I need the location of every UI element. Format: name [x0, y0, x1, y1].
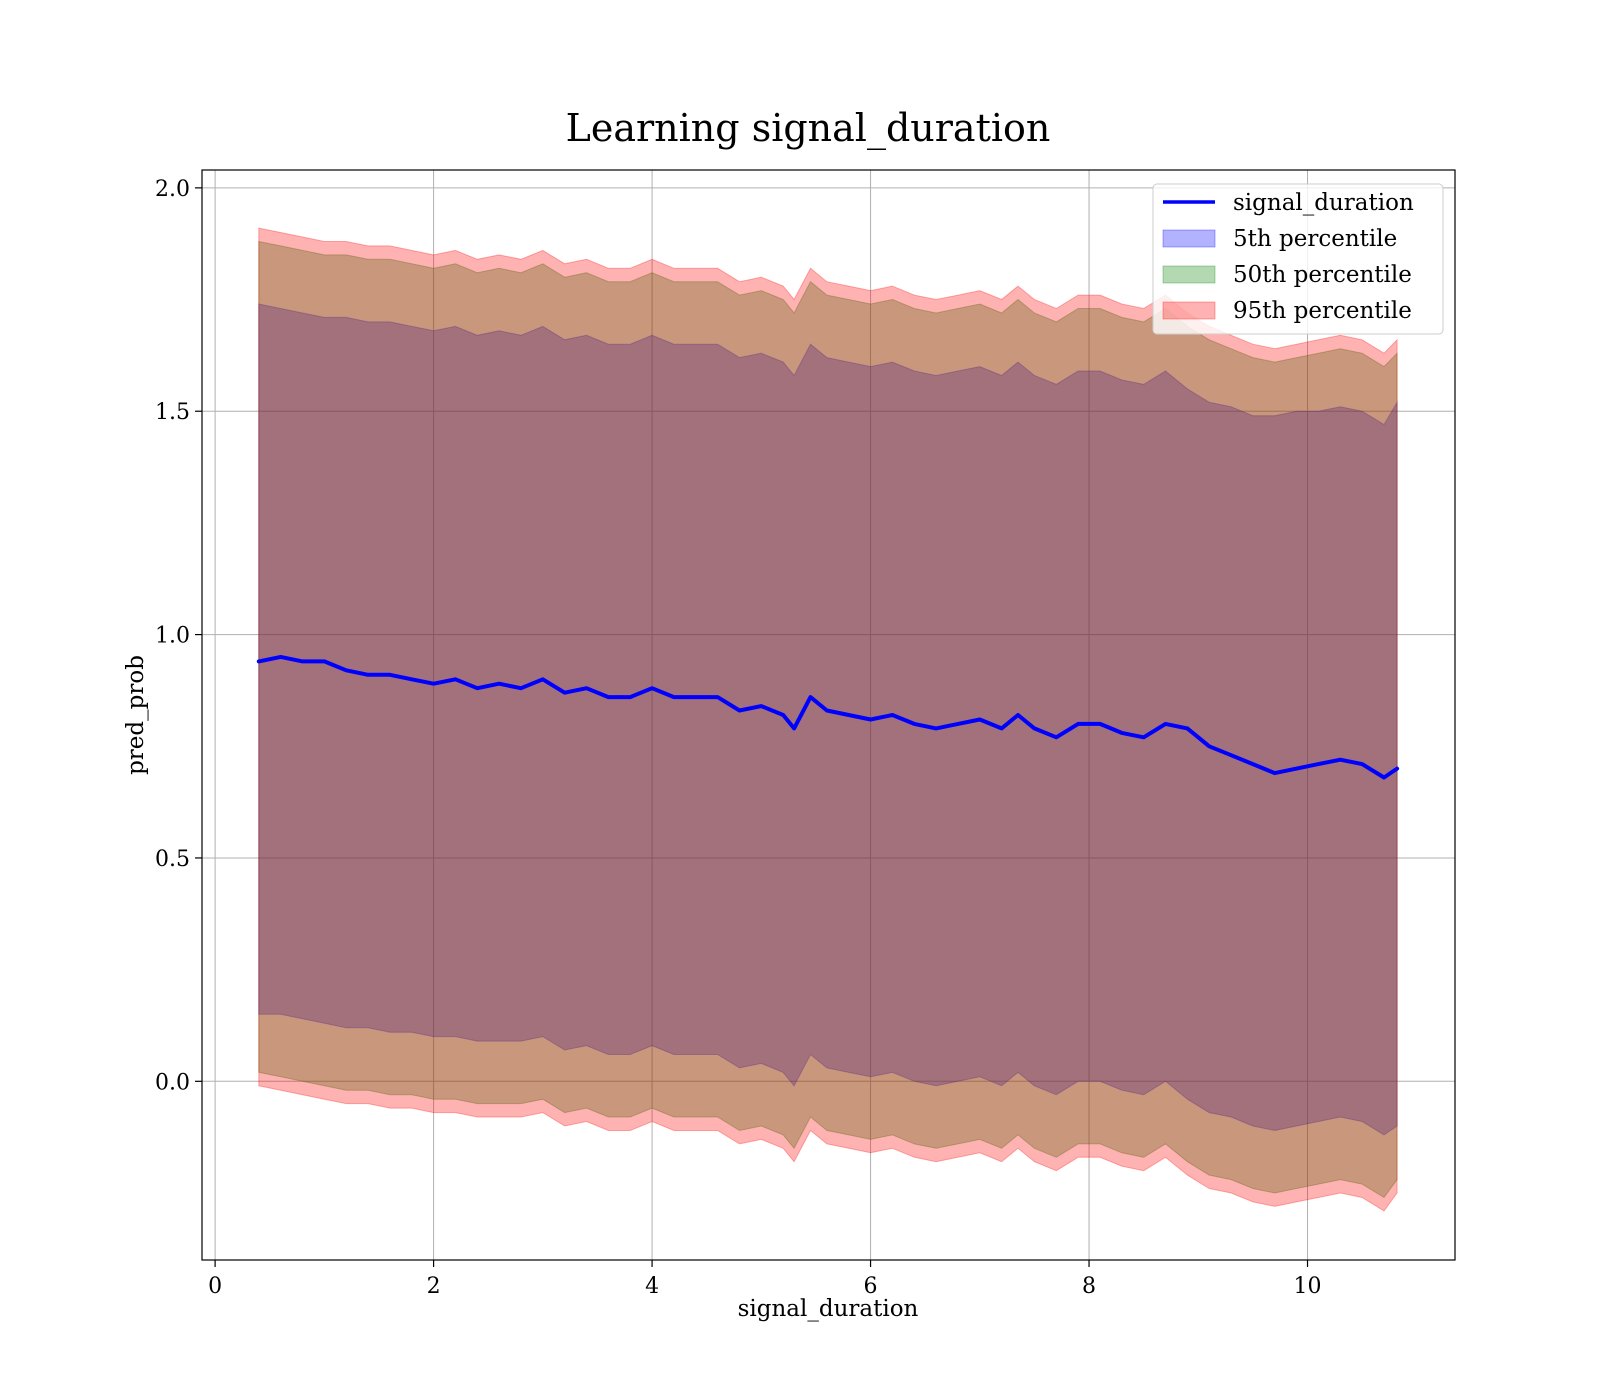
x-tick-label: 8	[1082, 1274, 1096, 1299]
line-signal-duration	[256, 654, 1400, 780]
y-tick-label: 1.5	[155, 400, 190, 425]
legend-box	[1152, 183, 1444, 335]
chart-title: Learning signal_duration	[566, 106, 1051, 151]
x-tick-label: 10	[1294, 1274, 1322, 1299]
y-axis-ticks: 0.0 0.5 1.0 1.5 2.0	[155, 177, 202, 1095]
y-tick-label: 0.0	[155, 1070, 190, 1095]
x-axis-label: signal_duration	[738, 1296, 919, 1322]
legend-label-5th-percentile: 5th percentile	[1233, 226, 1397, 252]
legend-label-95th-percentile: 95th percentile	[1233, 298, 1412, 324]
percentile-bands	[258, 227, 1398, 1212]
y-tick-label: 0.5	[155, 847, 190, 872]
legend-label-50th-percentile: 50th percentile	[1233, 262, 1412, 288]
x-tick-label: 2	[427, 1274, 441, 1299]
band-50th-percentile	[258, 240, 1398, 1199]
series-lines	[256, 654, 1400, 780]
x-tick-label: 6	[864, 1274, 878, 1299]
y-tick-label: 2.0	[155, 177, 190, 202]
band-5th-percentile	[258, 303, 1398, 1136]
legend-swatch-50th-percentile	[1162, 265, 1216, 284]
band-95th-percentile	[258, 227, 1398, 1212]
legend-swatch-5th-percentile	[1162, 229, 1216, 248]
x-tick-label: 4	[645, 1274, 659, 1299]
legend-swatch-95th-percentile	[1162, 301, 1216, 320]
legend: signal_duration 5th percentile 50th perc…	[1152, 183, 1444, 335]
x-tick-label: 0	[208, 1274, 222, 1299]
y-axis-label: pred_prob	[123, 655, 149, 775]
legend-label-signal-duration: signal_duration	[1233, 190, 1414, 216]
x-axis-ticks: 0 2 4 6 8 10	[208, 1260, 1322, 1299]
plot-frame	[201, 169, 1456, 1261]
y-tick-label: 1.0	[155, 624, 190, 649]
